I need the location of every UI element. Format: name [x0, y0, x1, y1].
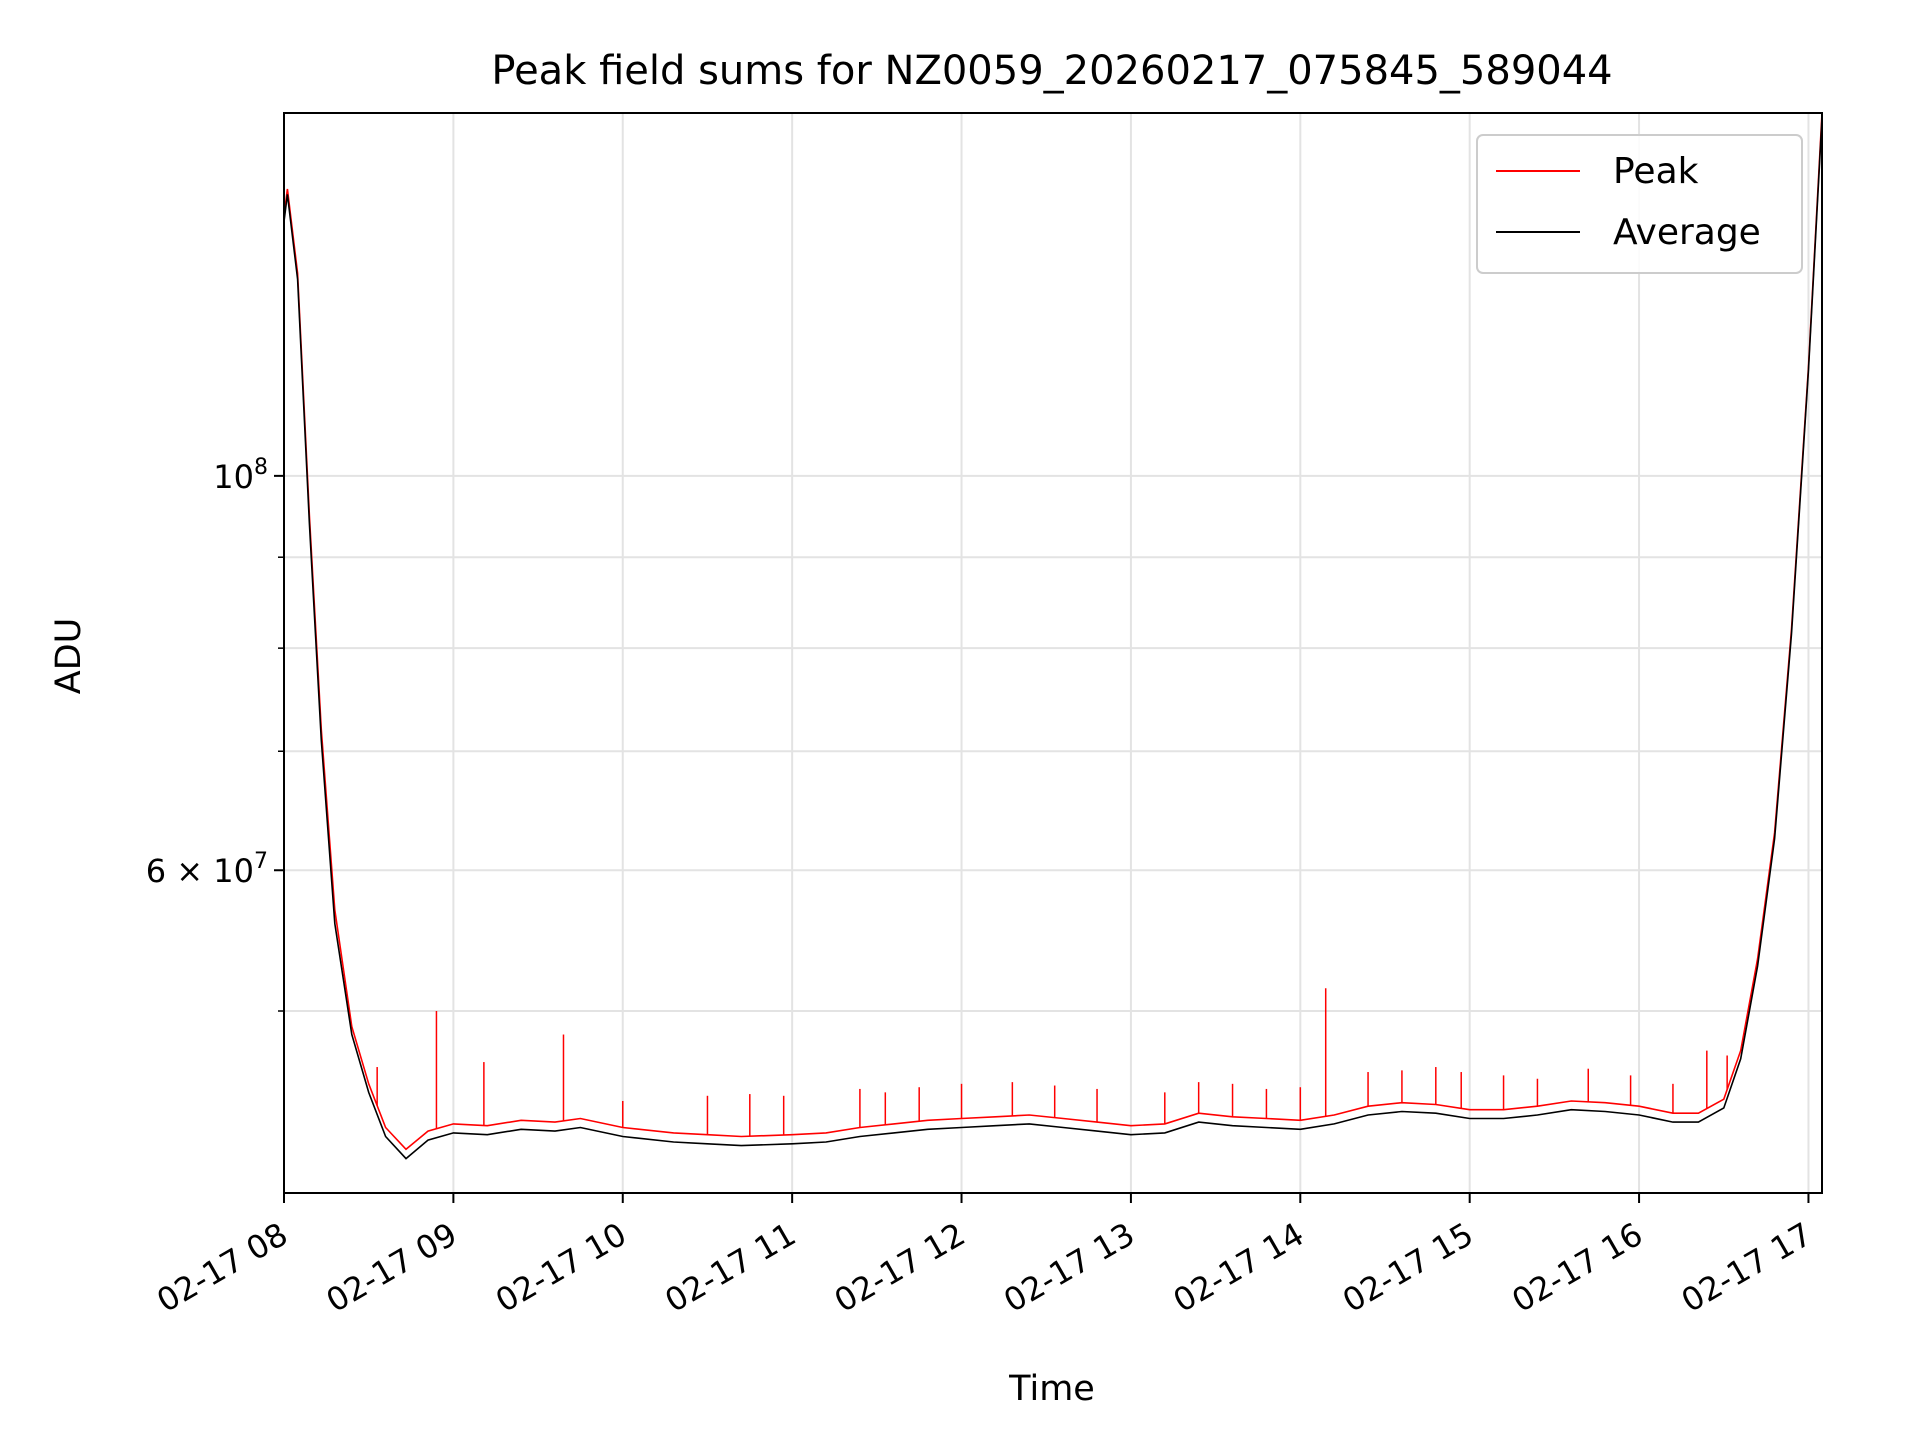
y-tick-label-exponent: 8 [254, 455, 268, 480]
series-line-average [283, 117, 1823, 1160]
y-tick-label: 6 × 107 [146, 849, 268, 890]
x-axis-label: Time [1008, 1369, 1095, 1409]
y-tick-label-exponent: 7 [254, 849, 268, 874]
legend-box [1476, 134, 1803, 274]
legend-label-average: Average [1613, 212, 1761, 253]
y-axis-label: ADU [49, 618, 89, 695]
y-tick-label-base: 10 [213, 458, 254, 496]
series-line-peak [283, 112, 1823, 1151]
y-tick-label: 108 [213, 455, 268, 496]
chart-title: Peak field sums for NZ0059_20260217_0758… [491, 48, 1612, 94]
y-tick-label-base: 6 × 10 [146, 852, 254, 890]
legend-label-peak: Peak [1613, 151, 1699, 192]
grid [283, 113, 1822, 1193]
series-layer [283, 112, 1823, 1160]
legend: Peak Average [1476, 134, 1803, 274]
plot-frame [283, 112, 1823, 1194]
